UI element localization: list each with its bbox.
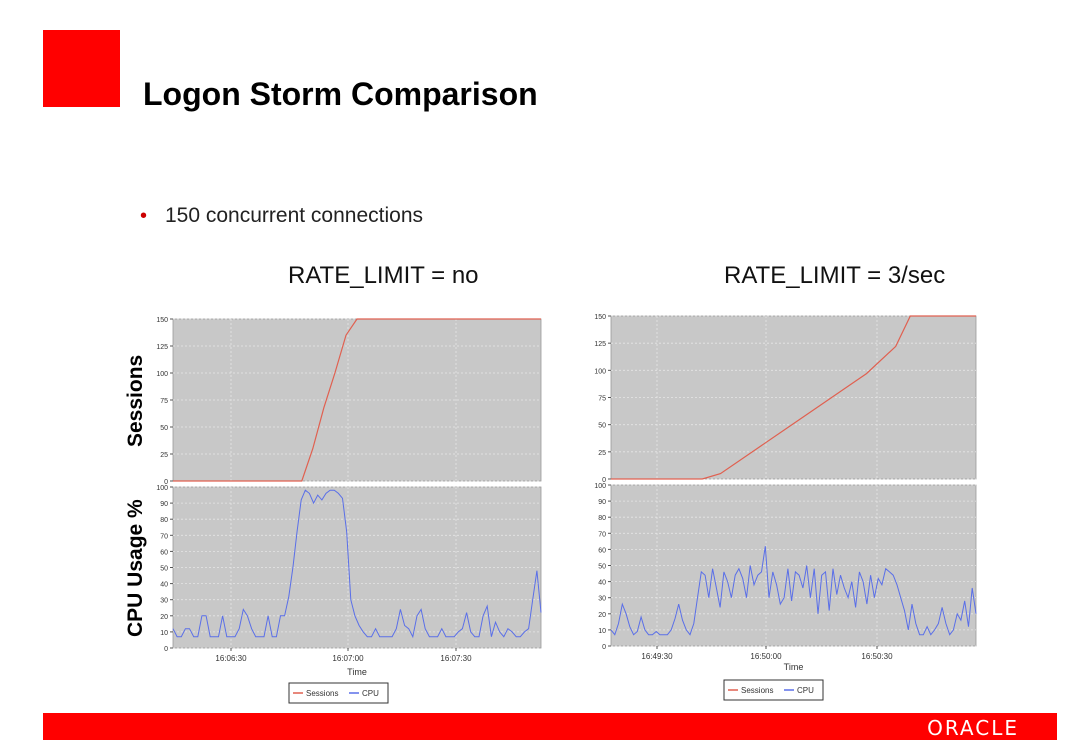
chart1-sessions-y-tick-label: 125 xyxy=(156,344,168,351)
oracle-logo: ORACLE xyxy=(927,716,1019,740)
chart1-sessions-y-tick-label: 150 xyxy=(156,317,168,324)
chart1-cpu-y-tick-label: 60 xyxy=(160,549,168,556)
chart1-cpu-y-tick-label: 20 xyxy=(160,614,168,621)
chart1-legend-label-sessions: Sessions xyxy=(306,689,338,698)
chart2-cpu-y-tick-label: 30 xyxy=(598,596,606,603)
chart2-legend-box xyxy=(723,679,824,701)
bullet-text: 150 concurrent connections xyxy=(165,204,423,227)
chart2-sessions-plot-area xyxy=(610,315,977,480)
chart1-sessions-y-tick-label: 25 xyxy=(160,452,168,459)
chart1-cpu-y-tick-label: 70 xyxy=(160,533,168,540)
chart1-x-tick-label: 16:07:30 xyxy=(440,654,472,663)
chart2-sessions-y-tick-label: 150 xyxy=(594,314,606,321)
chart2-legend-label-cpu: CPU xyxy=(797,686,814,695)
chart1-cpu-y-tick-label: 80 xyxy=(160,517,168,524)
chart1-sessions-y-tick-label: 75 xyxy=(160,398,168,405)
chart2-cpu-series-line xyxy=(610,546,977,636)
chart2-sessions-series-line xyxy=(611,315,976,480)
chart2-cpu-y-tick-label: 40 xyxy=(598,580,606,587)
chart2-sessions-y-tick-label: 50 xyxy=(598,423,606,430)
chart1-sessions-series-line xyxy=(173,318,541,482)
chart2-legend-label-sessions: Sessions xyxy=(741,686,773,695)
chart1-cpu-y-tick-label: 40 xyxy=(160,582,168,589)
footer-bar: ORACLE xyxy=(43,713,1057,740)
chart-title-rate-limit-no: RATE_LIMIT = no xyxy=(288,262,479,289)
chart1-x-tick-label: 16:07:00 xyxy=(332,654,364,663)
chart1-legend-label-cpu: CPU xyxy=(362,689,379,698)
chart2-x-tick-label: 16:49:30 xyxy=(641,652,673,661)
chart1-cpu-y-tick-label: 50 xyxy=(160,566,168,573)
chart2-cpu-y-tick-label: 20 xyxy=(598,612,606,619)
chart1-x-axis-title: Time xyxy=(347,667,367,677)
red-square-logo xyxy=(43,30,120,107)
chart2-cpu-y-tick-label: 90 xyxy=(598,499,606,506)
chart2-cpu-y-tick-label: 70 xyxy=(598,531,606,538)
chart2-cpu-y-tick-label: 60 xyxy=(598,547,606,554)
chart2-sessions-y-tick-label: 75 xyxy=(598,396,606,403)
chart1-sessions-y-tick-label: 0 xyxy=(164,479,168,486)
chart2-sessions-y-tick-label: 25 xyxy=(598,450,606,457)
chart1-cpu-series-line xyxy=(172,489,542,639)
chart2-cpu-y-tick-label: 0 xyxy=(602,644,606,651)
bullet-item: • 150 concurrent connections xyxy=(140,204,423,228)
chart1-cpu-y-tick-label: 30 xyxy=(160,598,168,605)
chart1-sessions-y-tick-label: 100 xyxy=(156,371,168,378)
chart2-x-tick-label: 16:50:30 xyxy=(861,652,893,661)
bullet-dot-icon: • xyxy=(140,205,148,227)
chart1-legend-box xyxy=(288,682,389,704)
chart2-cpu-y-tick-label: 10 xyxy=(598,628,606,635)
chart2-x-axis-title: Time xyxy=(784,662,804,672)
chart1-cpu-y-tick-label: 90 xyxy=(160,501,168,508)
chart2-cpu-y-tick-label: 100 xyxy=(594,483,606,490)
chart2-cpu-plot-area xyxy=(610,484,977,647)
chart1-cpu-y-tick-label: 10 xyxy=(160,630,168,637)
chart1-cpu-y-tick-label: 0 xyxy=(164,646,168,653)
chart2-sessions-y-tick-label: 100 xyxy=(594,368,606,375)
chart2-sessions-y-tick-label: 125 xyxy=(594,341,606,348)
chart1-cpu-y-tick-label: 100 xyxy=(156,485,168,492)
charts-canvas: 0255075100125150010203040506070809010016… xyxy=(156,314,977,704)
chart2-x-tick-label: 16:50:00 xyxy=(750,652,782,661)
chart2-cpu-y-tick-label: 80 xyxy=(598,515,606,522)
chart1-x-tick-label: 16:06:30 xyxy=(215,654,247,663)
slide-title: Logon Storm Comparison xyxy=(143,76,538,112)
chart-title-rate-limit-3sec: RATE_LIMIT = 3/sec xyxy=(724,262,946,289)
chart1-sessions-y-tick-label: 50 xyxy=(160,425,168,432)
chart2-sessions-y-tick-label: 0 xyxy=(602,477,606,484)
chart2-cpu-y-tick-label: 50 xyxy=(598,564,606,571)
